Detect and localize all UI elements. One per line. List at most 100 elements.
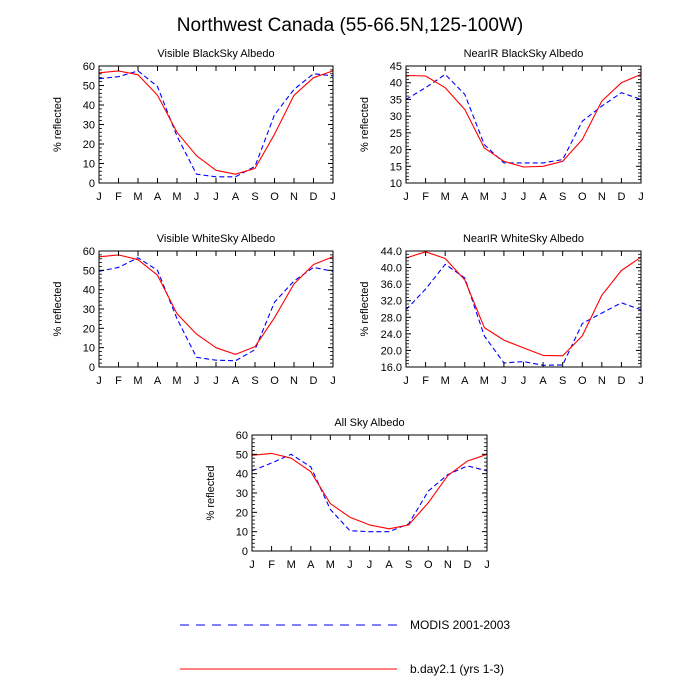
y-tick-label: 40 bbox=[83, 100, 95, 112]
x-tick-label: A bbox=[154, 375, 162, 387]
x-tick-label: A bbox=[539, 191, 547, 203]
y-tick-label: 0 bbox=[89, 362, 95, 374]
x-tick-label: D bbox=[310, 191, 318, 203]
x-tick-label: M bbox=[287, 559, 296, 571]
panel-title: Visible WhiteSky Albedo bbox=[157, 233, 275, 245]
x-tick-label: J bbox=[96, 191, 102, 203]
x-tick-label: J bbox=[367, 559, 373, 571]
x-tick-label: J bbox=[213, 375, 219, 387]
y-tick-label: 36.0 bbox=[381, 279, 402, 291]
x-tick-label: J bbox=[484, 559, 490, 571]
legend-label-modis: MODIS 2001-2003 bbox=[410, 618, 510, 632]
y-tick-label: 32.0 bbox=[381, 296, 402, 308]
series-line-model bbox=[405, 73, 642, 168]
series-line-modis bbox=[98, 70, 334, 178]
x-tick-label: M bbox=[172, 191, 181, 203]
y-axis-label: % reflected bbox=[52, 281, 64, 336]
x-tick-label: J bbox=[403, 375, 409, 387]
x-tick-label: O bbox=[578, 375, 587, 387]
y-tick-label: 40 bbox=[83, 285, 95, 297]
plot-frame bbox=[98, 250, 334, 368]
x-tick-label: S bbox=[559, 191, 566, 203]
y-tick-label: 44.0 bbox=[381, 246, 402, 258]
y-axis-label: % reflected bbox=[52, 97, 64, 152]
plot-frame bbox=[405, 250, 642, 368]
y-tick-label: 15 bbox=[390, 161, 402, 173]
y-tick-label: 40 bbox=[236, 469, 248, 481]
x-tick-label: J bbox=[249, 559, 255, 571]
x-tick-label: O bbox=[424, 559, 433, 571]
x-tick-label: O bbox=[270, 191, 279, 203]
x-tick-label: J bbox=[96, 375, 102, 387]
legend: MODIS 2001-2003 b.day2.1 (yrs 1-3) bbox=[180, 618, 510, 676]
y-tick-label: 10 bbox=[236, 527, 248, 539]
panel-title: Visible BlackSky Albedo bbox=[157, 48, 274, 60]
y-tick-label: 20 bbox=[236, 507, 248, 519]
y-tick-label: 60 bbox=[236, 430, 248, 442]
x-tick-label: F bbox=[115, 191, 122, 203]
y-axis-label: % reflected bbox=[359, 97, 371, 152]
y-tick-label: 16.0 bbox=[381, 362, 402, 374]
x-tick-label: O bbox=[270, 375, 279, 387]
x-tick-label: A bbox=[307, 559, 315, 571]
x-tick-label: A bbox=[232, 191, 240, 203]
x-tick-label: S bbox=[405, 559, 412, 571]
y-tick-label: 28.0 bbox=[381, 312, 402, 324]
y-tick-label: 20 bbox=[83, 323, 95, 335]
x-tick-label: J bbox=[521, 191, 527, 203]
x-tick-label: M bbox=[480, 191, 489, 203]
x-tick-label: S bbox=[251, 191, 258, 203]
x-tick-label: J bbox=[213, 191, 219, 203]
x-tick-label: J bbox=[638, 375, 644, 387]
x-tick-label: F bbox=[422, 191, 429, 203]
y-tick-label: 0 bbox=[242, 546, 248, 558]
y-tick-label: 50 bbox=[83, 81, 95, 93]
x-tick-label: A bbox=[232, 375, 240, 387]
y-tick-label: 50 bbox=[83, 265, 95, 277]
x-tick-label: N bbox=[444, 559, 452, 571]
series-line-model bbox=[405, 251, 642, 357]
x-tick-label: D bbox=[463, 559, 471, 571]
series-line-model bbox=[251, 452, 488, 530]
y-tick-label: 30 bbox=[236, 488, 248, 500]
y-tick-label: 10 bbox=[83, 159, 95, 171]
y-tick-label: 50 bbox=[236, 449, 248, 461]
x-tick-label: J bbox=[403, 191, 409, 203]
x-tick-label: N bbox=[598, 191, 606, 203]
x-tick-label: J bbox=[330, 375, 336, 387]
series-line-modis bbox=[251, 453, 488, 533]
x-tick-label: D bbox=[310, 375, 318, 387]
x-tick-label: A bbox=[154, 191, 162, 203]
y-tick-label: 30 bbox=[83, 120, 95, 132]
legend-label-model: b.day2.1 (yrs 1-3) bbox=[410, 662, 504, 676]
x-tick-label: J bbox=[194, 191, 200, 203]
y-tick-label: 10 bbox=[390, 178, 402, 190]
y-tick-label: 30 bbox=[83, 304, 95, 316]
y-tick-label: 10 bbox=[83, 343, 95, 355]
x-tick-label: J bbox=[194, 375, 200, 387]
x-tick-label: D bbox=[617, 375, 625, 387]
y-tick-label: 20 bbox=[83, 139, 95, 151]
x-tick-label: N bbox=[290, 375, 298, 387]
series-line-modis bbox=[405, 263, 642, 366]
x-tick-label: A bbox=[461, 375, 469, 387]
y-tick-label: 30 bbox=[390, 111, 402, 123]
x-tick-label: J bbox=[638, 191, 644, 203]
series-line-model bbox=[98, 254, 334, 355]
x-tick-label: A bbox=[385, 559, 393, 571]
series-line-modis bbox=[98, 257, 334, 362]
y-tick-label: 60 bbox=[83, 246, 95, 258]
x-tick-label: J bbox=[347, 559, 353, 571]
plot-frame bbox=[98, 65, 334, 184]
x-tick-label: M bbox=[480, 375, 489, 387]
x-tick-label: J bbox=[501, 191, 507, 203]
x-tick-label: S bbox=[251, 375, 258, 387]
x-tick-label: N bbox=[290, 191, 298, 203]
y-tick-label: 20.0 bbox=[381, 345, 402, 357]
y-tick-label: 24.0 bbox=[381, 329, 402, 341]
